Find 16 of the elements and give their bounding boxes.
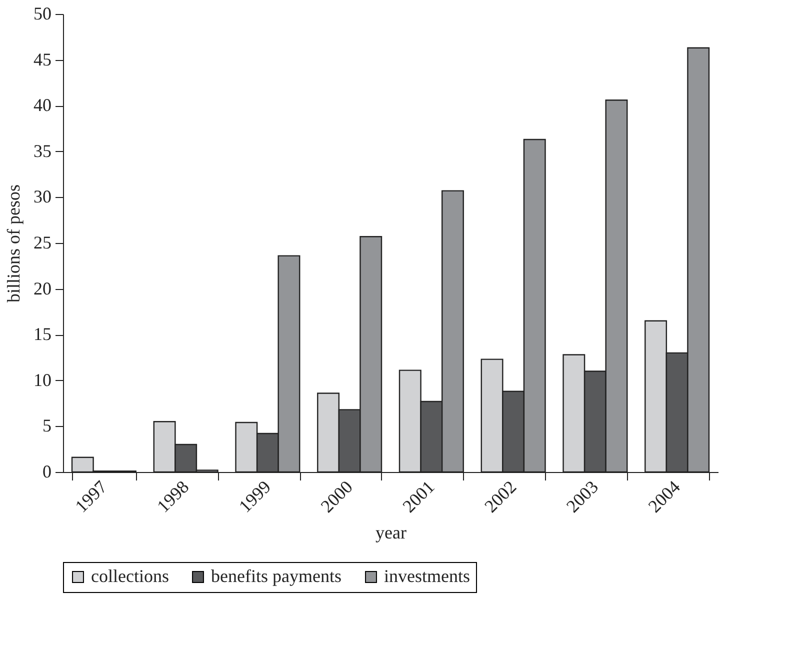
y-tick-label: 50 bbox=[34, 4, 52, 24]
y-tick-label: 20 bbox=[34, 278, 52, 298]
legend-label: benefits payments bbox=[211, 566, 342, 586]
y-tick-label: 15 bbox=[34, 324, 52, 344]
y-tick-label: 5 bbox=[42, 416, 52, 436]
y-tick-label: 40 bbox=[34, 95, 52, 116]
legend-label: collections bbox=[91, 566, 169, 586]
legend-label: investments bbox=[384, 566, 470, 586]
y-tick-label: 45 bbox=[34, 49, 52, 70]
y-tick-label: 35 bbox=[34, 140, 52, 161]
y-axis-title: billions of pesos bbox=[4, 184, 24, 303]
x-axis-title: year bbox=[376, 522, 406, 542]
y-tick-label: 10 bbox=[34, 370, 52, 390]
y-tick-label: 30 bbox=[34, 186, 52, 207]
y-tick-label: 0 bbox=[42, 462, 52, 482]
y-tick-label: 25 bbox=[34, 232, 52, 252]
